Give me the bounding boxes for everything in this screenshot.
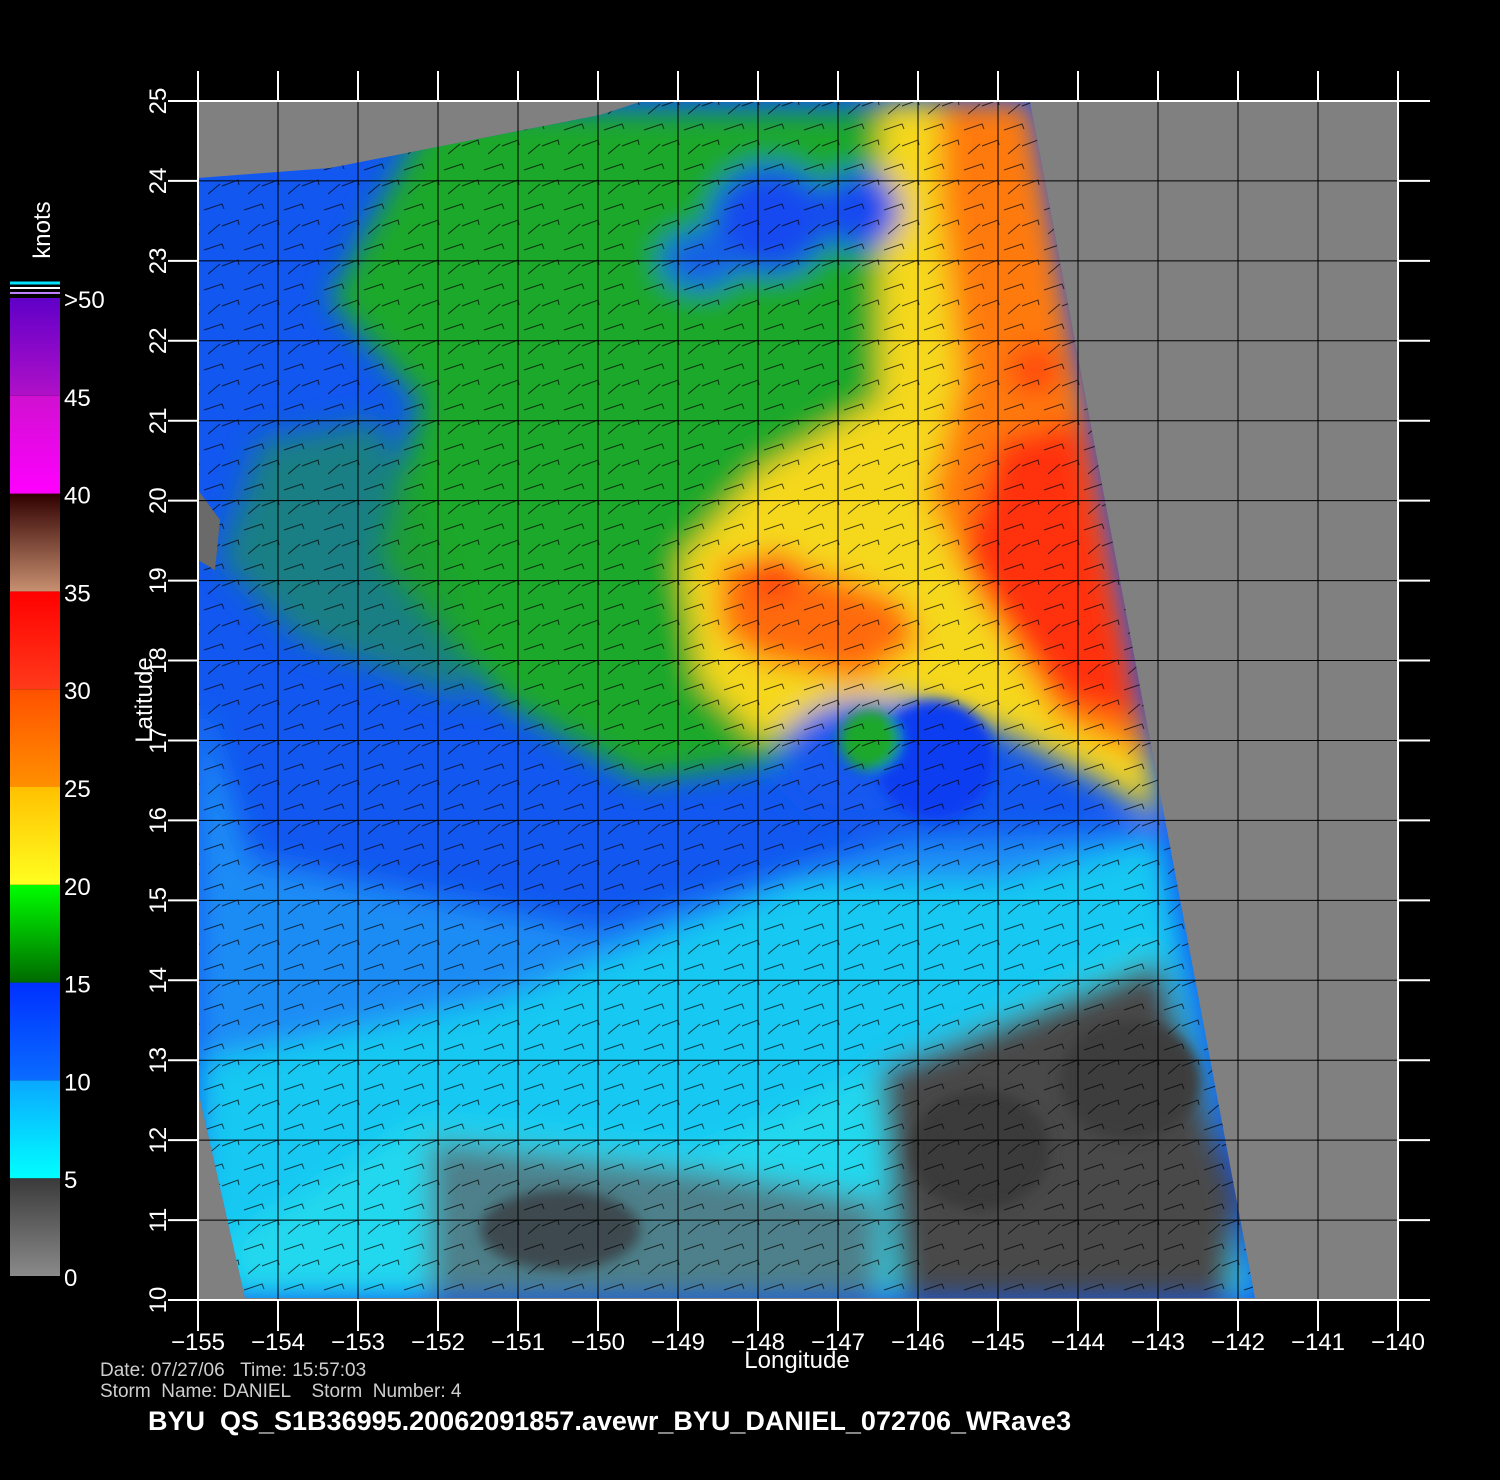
y-tick-label: 11 <box>145 1208 172 1233</box>
x-tick-label: −147 <box>811 1329 865 1356</box>
y-tick-label: 20 <box>145 487 172 514</box>
x-tick-label: −140 <box>1371 1329 1425 1356</box>
colorbar-band <box>10 493 60 592</box>
x-tick-label: −142 <box>1211 1329 1265 1356</box>
colorbar-band <box>10 787 60 885</box>
x-tick-label: −141 <box>1291 1329 1345 1356</box>
y-axis-label: Latitude <box>131 657 158 742</box>
x-tick-label: −155 <box>171 1329 225 1356</box>
y-tick-label: 23 <box>145 248 172 275</box>
ticks: −155 −154 −153 −152 −151 −150 −149 −148 −147 −146… <box>145 71 1430 1356</box>
x-tick-label: −146 <box>891 1329 945 1356</box>
map-frame <box>197 100 1399 1301</box>
y-tick-label: 15 <box>145 887 172 914</box>
colorbar-band <box>10 591 60 690</box>
x-tick-label: −143 <box>1131 1329 1185 1356</box>
y-tick-label: 13 <box>145 1047 172 1074</box>
y-tick-label: 24 <box>145 168 172 195</box>
colorbar-band <box>10 1080 60 1179</box>
colorbar-label: 40 <box>64 483 91 510</box>
x-axis-label: Longitude <box>744 1347 849 1374</box>
y-tick-label: 21 <box>145 407 172 434</box>
storm-info: Storm Name: DANIEL Storm Number: 4 <box>100 1381 462 1402</box>
x-tick-label: −149 <box>651 1329 705 1356</box>
colorbar-label: 0 <box>64 1265 77 1292</box>
colorbar: knots 0 5 10 15 20 25 30 35 40 45 >50 <box>10 201 105 1292</box>
y-tick-label: 14 <box>145 967 172 994</box>
colorbar-band <box>10 395 60 494</box>
x-tick-label: −152 <box>411 1329 465 1356</box>
island <box>198 490 220 570</box>
y-tick-label: 22 <box>145 327 172 354</box>
x-tick-label: −150 <box>571 1329 625 1356</box>
colorbar-label: 20 <box>64 874 91 901</box>
colorbar-band <box>10 982 60 1081</box>
y-tick-label: 16 <box>145 807 172 834</box>
colorbar-label: >50 <box>64 287 105 314</box>
x-tick-label: −145 <box>971 1329 1025 1356</box>
y-tick-label: 25 <box>145 88 172 115</box>
x-tick-label: −153 <box>331 1329 385 1356</box>
y-tick-label: 18 <box>145 647 172 674</box>
y-tick-label: 12 <box>145 1127 172 1154</box>
x-tick-label: −154 <box>251 1329 305 1356</box>
colorbar-band <box>10 1178 60 1276</box>
colorbar-band <box>10 689 60 787</box>
date-time: Date: 07/27/06 Time: 15:57:03 <box>100 1360 366 1381</box>
colorbar-band <box>10 884 60 983</box>
colorbar-label: 35 <box>64 580 91 607</box>
y-tick-label: 19 <box>145 567 172 594</box>
colorbar-label: 5 <box>64 1167 77 1194</box>
colorbar-band <box>10 298 60 396</box>
x-tick-label: −144 <box>1051 1329 1105 1356</box>
colorbar-title: knots <box>29 201 56 258</box>
colorbar-label: 10 <box>64 1069 91 1096</box>
y-tick-label: 10 <box>145 1287 172 1314</box>
x-tick-label: −151 <box>491 1329 545 1356</box>
x-tick-label: −148 <box>731 1329 785 1356</box>
colorbar-label: 30 <box>64 678 91 705</box>
y-tick-label: 17 <box>145 727 172 754</box>
colorbar-label: 25 <box>64 776 91 803</box>
file-title: BYU QS_S1B36995.20062091857.avewr_BYU_DA… <box>148 1406 1071 1436</box>
colorbar-label: 15 <box>64 972 91 999</box>
colorbar-label: 45 <box>64 385 91 412</box>
